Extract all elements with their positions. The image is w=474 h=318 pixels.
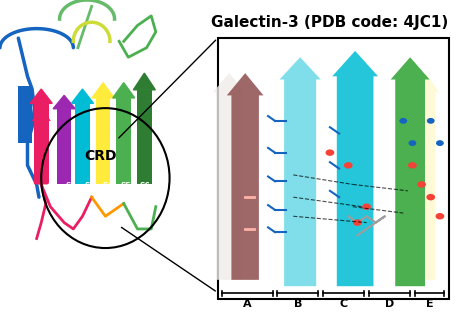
Circle shape (409, 163, 416, 168)
Text: D: D (385, 299, 394, 309)
Text: E: E (426, 299, 433, 309)
Polygon shape (72, 89, 93, 103)
Circle shape (363, 204, 370, 209)
Text: S6: S6 (139, 182, 150, 190)
FancyArrow shape (32, 108, 51, 184)
Text: B: B (294, 299, 302, 309)
Circle shape (418, 182, 425, 187)
FancyArrow shape (332, 51, 378, 286)
Text: S2: S2 (66, 182, 76, 190)
Bar (75, 103, 90, 184)
Circle shape (409, 141, 416, 145)
Bar (96, 98, 110, 184)
Bar (117, 98, 131, 184)
FancyArrow shape (413, 73, 439, 280)
Bar (18, 86, 32, 143)
Text: CRD: CRD (84, 149, 117, 163)
Bar (218, 38, 449, 299)
Circle shape (400, 119, 406, 123)
Polygon shape (53, 95, 75, 109)
FancyArrow shape (391, 57, 429, 286)
Circle shape (354, 220, 361, 225)
Circle shape (428, 119, 434, 123)
Text: S3: S3 (84, 182, 95, 190)
Text: A: A (243, 299, 252, 309)
Circle shape (437, 141, 443, 145)
Text: S4: S4 (102, 182, 113, 190)
FancyArrow shape (213, 73, 245, 280)
Text: S1: S1 (47, 182, 58, 190)
Bar (34, 103, 48, 184)
Bar (137, 90, 152, 184)
FancyArrow shape (227, 73, 264, 280)
Polygon shape (133, 73, 155, 90)
Polygon shape (113, 83, 135, 98)
Text: Galectin-3 (PDB code: 4JC1): Galectin-3 (PDB code: 4JC1) (211, 15, 448, 30)
Circle shape (427, 195, 434, 200)
Circle shape (345, 163, 352, 168)
Circle shape (326, 150, 334, 155)
Text: C: C (339, 299, 348, 309)
Polygon shape (92, 83, 114, 98)
Text: S5: S5 (121, 182, 131, 190)
Polygon shape (30, 89, 52, 103)
Bar (57, 109, 72, 184)
FancyArrow shape (280, 57, 321, 286)
Circle shape (436, 214, 444, 219)
